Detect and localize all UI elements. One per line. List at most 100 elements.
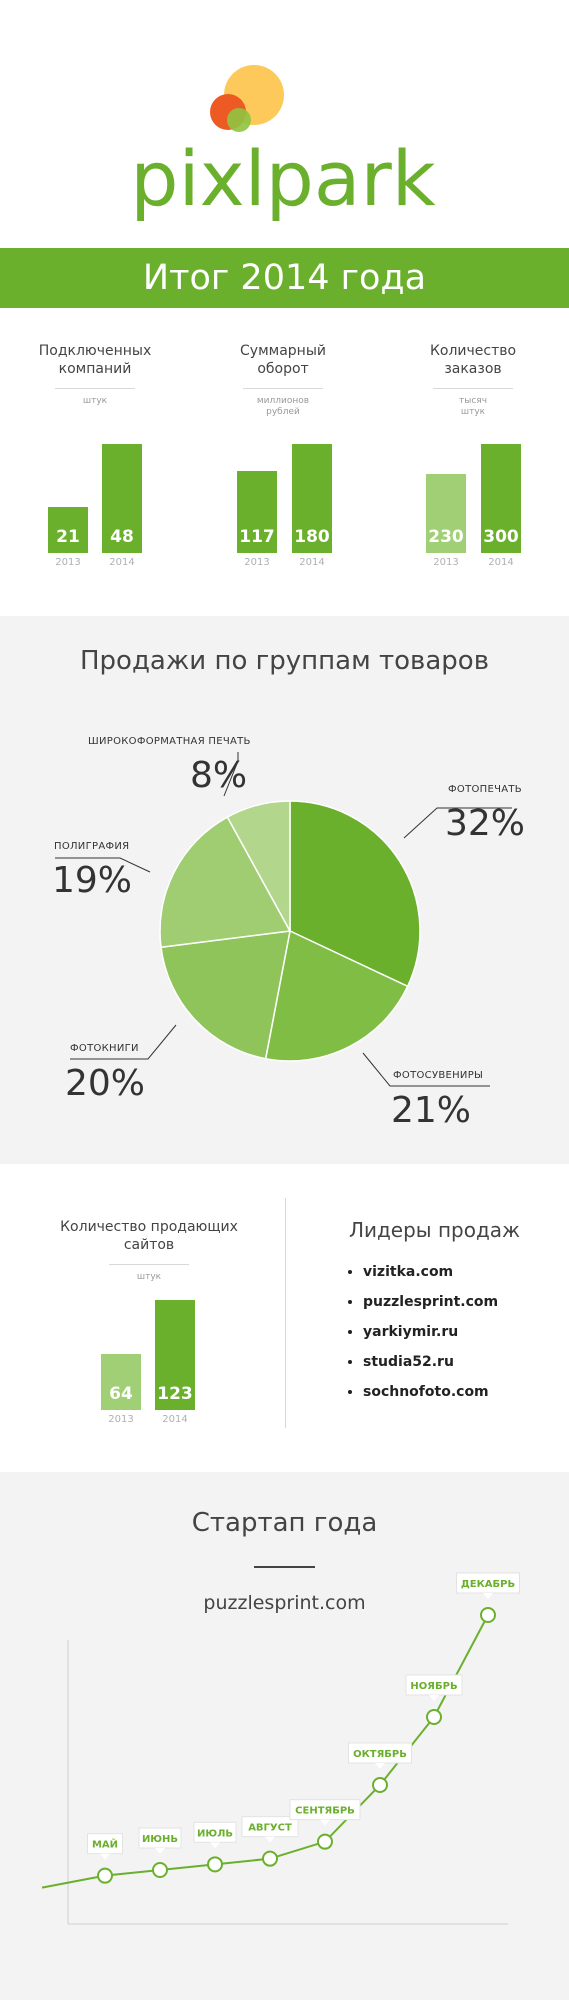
month-label: МАЙ: [92, 1838, 118, 1851]
logo-text: pixlpark: [130, 134, 436, 223]
bar-2014: 300: [481, 444, 521, 553]
month-tag-pointer: [375, 1763, 385, 1769]
data-point: [262, 1850, 278, 1867]
sites-unit: штук: [136, 1272, 162, 1282]
startup-divider: [254, 1566, 315, 1568]
kpi-section: [0, 308, 569, 616]
pie-slice: [159, 816, 292, 949]
sites-leaders-section: [0, 1164, 569, 1472]
month-label: СЕНТЯБРЬ: [295, 1806, 355, 1817]
month-tag-box: [87, 1833, 123, 1855]
data-point: [152, 1862, 168, 1878]
bar-2013: 21: [48, 507, 88, 553]
year-label: 2013: [244, 557, 270, 568]
leader-item: studia52.ru: [363, 1354, 498, 1370]
bar-2014: 180: [292, 444, 332, 553]
month-tag-pointer: [155, 1848, 165, 1854]
month-tag-pointer: [210, 1842, 220, 1849]
pie-slice: [264, 929, 409, 1062]
leader-item: puzzlesprint.com: [363, 1294, 498, 1310]
bar-value: 180: [294, 527, 330, 547]
bar-value: 21: [56, 527, 80, 547]
month-tag-pointer: [320, 1819, 330, 1826]
month-label: ОКТЯБРЬ: [353, 1749, 407, 1760]
leader-item: sochnofoto.com: [363, 1384, 498, 1400]
kpi-unit: тысяч: [458, 396, 488, 406]
month-tag: НОЯБРЬ: [405, 1674, 463, 1701]
pie-label-shirokoformat: ШИРОКОФОРМАТНАЯ ПЕЧАТЬ: [88, 736, 251, 747]
pie-slice: [289, 800, 421, 988]
data-point: [480, 1607, 496, 1623]
kpi-unit: рублей: [266, 407, 300, 417]
month-tag: ИЮЛЬ: [193, 1821, 237, 1849]
kpi-unit: миллионов: [256, 396, 310, 406]
bar-2013: 230: [426, 474, 466, 553]
kpi-title-l2: заказов: [444, 361, 502, 377]
leader-item: yarkiymir.ru: [363, 1324, 498, 1340]
data-point: [207, 1856, 223, 1873]
kpi-unit: штук: [82, 396, 108, 406]
month-tag: МАЙ: [87, 1833, 123, 1860]
month-label: ИЮНЬ: [142, 1834, 178, 1845]
kpi-title-l1: Суммарный: [240, 343, 326, 359]
startup-section: [0, 1472, 569, 2000]
kpi-companies: Подключенных компаний штук: [30, 342, 160, 407]
bar-value: 48: [110, 527, 134, 547]
kpi-title-l2: компаний: [58, 361, 132, 377]
bar-2014: 48: [102, 444, 142, 553]
data-point: [317, 1833, 333, 1850]
pie-leader-line: [55, 857, 151, 873]
sales-title: Продажи по группам товаров: [79, 646, 490, 676]
pie-slice: [160, 930, 291, 1060]
bar-2013: 117: [237, 471, 277, 553]
pie-pct-fotopechat: 32%: [445, 803, 526, 844]
year-label: 2013: [108, 1414, 134, 1425]
pie-leader-line: [362, 1052, 490, 1087]
sales-pie-chart: [55, 752, 512, 1087]
pie-label-poligrafiya: ПОЛИГРАФИЯ: [54, 841, 130, 852]
month-tag: ДЕКАБРЬ: [456, 1572, 520, 1599]
bar-2014: 123: [155, 1300, 195, 1410]
pie-label-fotopechat: ФОТОПЕЧАТЬ: [448, 784, 522, 795]
pie-leader-line: [403, 807, 512, 839]
startup-title: Стартап года: [191, 1508, 378, 1538]
logo-circle-green: [227, 108, 251, 132]
kpi-unit: штук: [460, 407, 486, 417]
bar-value: 64: [109, 1384, 133, 1404]
kpi-divider: [243, 388, 323, 389]
sites-title-l2: сайтов: [123, 1237, 175, 1253]
pie-slice: [226, 800, 291, 932]
bar-value: 123: [157, 1384, 193, 1404]
month-tag: АВГУСТ: [241, 1816, 299, 1843]
month-tag-pointer: [483, 1593, 493, 1599]
kpi-divider: [55, 388, 135, 389]
bar-value: 300: [483, 527, 519, 547]
pie-leader-line: [223, 752, 239, 797]
kpi-title-l1: Подключенных: [38, 343, 152, 359]
data-point: [97, 1867, 113, 1884]
year-label: 2013: [55, 557, 81, 568]
banner-title: Итог 2014 года: [0, 248, 569, 308]
pie-pct-shirokoformat: 8%: [190, 755, 248, 796]
pie-label-fotoknigi: ФОТОКНИГИ: [70, 1043, 139, 1054]
month-tag: СЕНТЯБРЬ: [289, 1799, 361, 1826]
year-label: 2014: [162, 1414, 188, 1425]
section-divider: [285, 1198, 286, 1428]
sites-title-l1: Количество продающих: [60, 1219, 238, 1235]
kpi-orders: Количество заказов тысяч штук: [408, 342, 538, 418]
kpi-title-l2: оборот: [257, 361, 309, 377]
pie-label-fotosuveniry: ФОТОСУВЕНИРЫ: [393, 1070, 484, 1081]
bar-value: 230: [428, 527, 464, 547]
month-tag-box: [241, 1816, 299, 1838]
month-tag: ИЮНЬ: [138, 1827, 182, 1854]
year-label: 2014: [488, 557, 514, 568]
pie-pct-fotoknigi: 20%: [65, 1063, 146, 1104]
logo-area: pixlpark: [0, 0, 569, 240]
month-tag-box: [289, 1799, 361, 1821]
kpi-divider: [109, 1264, 189, 1265]
series-line: [104, 1614, 489, 1877]
year-label: 2014: [109, 557, 135, 568]
month-tag-pointer: [429, 1695, 439, 1701]
kpi-divider: [433, 388, 513, 389]
